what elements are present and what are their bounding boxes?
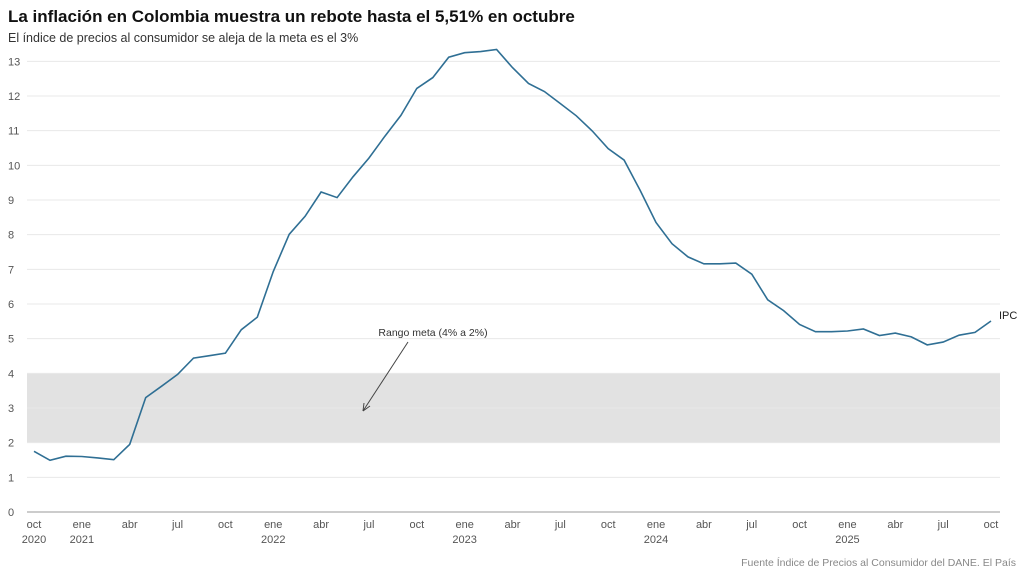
x-tick-label: ene 2024 [644, 519, 668, 546]
y-tick-label: 5 [8, 334, 14, 346]
x-tick-label: abr [122, 519, 138, 531]
x-tick-label: ene 2025 [835, 519, 859, 546]
y-tick-label: 11 [8, 126, 19, 138]
y-tick-label: 4 [8, 368, 14, 380]
x-tick-label: abr [505, 519, 521, 531]
x-tick-label: abr [696, 519, 712, 531]
series-label: IPC [999, 310, 1017, 322]
x-tick-label: ene 2023 [452, 519, 476, 546]
x-tick-label: jul [937, 519, 949, 531]
y-tick-label: 13 [8, 56, 20, 68]
y-tick-label: 3 [8, 403, 14, 415]
y-tick-label: 9 [8, 195, 14, 207]
y-tick-label: 8 [8, 230, 14, 242]
x-tick-label: jul [171, 519, 183, 531]
y-tick-label: 12 [8, 91, 20, 103]
chart-title: La inflación en Colombia muestra un rebo… [8, 7, 575, 26]
arrow-head [362, 402, 371, 412]
y-tick-label: 2 [8, 438, 14, 450]
x-tick-label: oct [409, 519, 424, 531]
x-tick-label: oct [218, 519, 233, 531]
band-label: Rango meta (4% a 2%) [378, 327, 487, 339]
x-tick-label: abr [887, 519, 903, 531]
x-tick-label: oct [792, 519, 807, 531]
series-line [33, 48, 992, 462]
x-tick-label: jul [745, 519, 757, 531]
x-tick-label: oct [601, 519, 616, 531]
x-tick-label: abr [313, 519, 329, 531]
y-tick-label: 6 [8, 299, 14, 311]
x-tick-label: ene 2021 [70, 519, 94, 546]
y-tick-label: 0 [8, 507, 14, 519]
y-tick-label: 1 [8, 472, 14, 484]
source: Fuente Índice de Precios al Consumidor d… [741, 556, 1016, 569]
x-tick-label: ene 2022 [261, 519, 285, 546]
y-tick-label: 10 [8, 160, 20, 172]
x-tick-label: oct [984, 519, 999, 531]
x-tick-label: oct 2020 [22, 519, 46, 546]
x-tick-label: jul [554, 519, 566, 531]
chart-subtitle: El índice de precios al consumidor se al… [8, 31, 358, 45]
annotation-arrow [362, 341, 409, 412]
y-tick-label: 7 [8, 264, 14, 276]
x-tick-label: jul [362, 519, 374, 531]
